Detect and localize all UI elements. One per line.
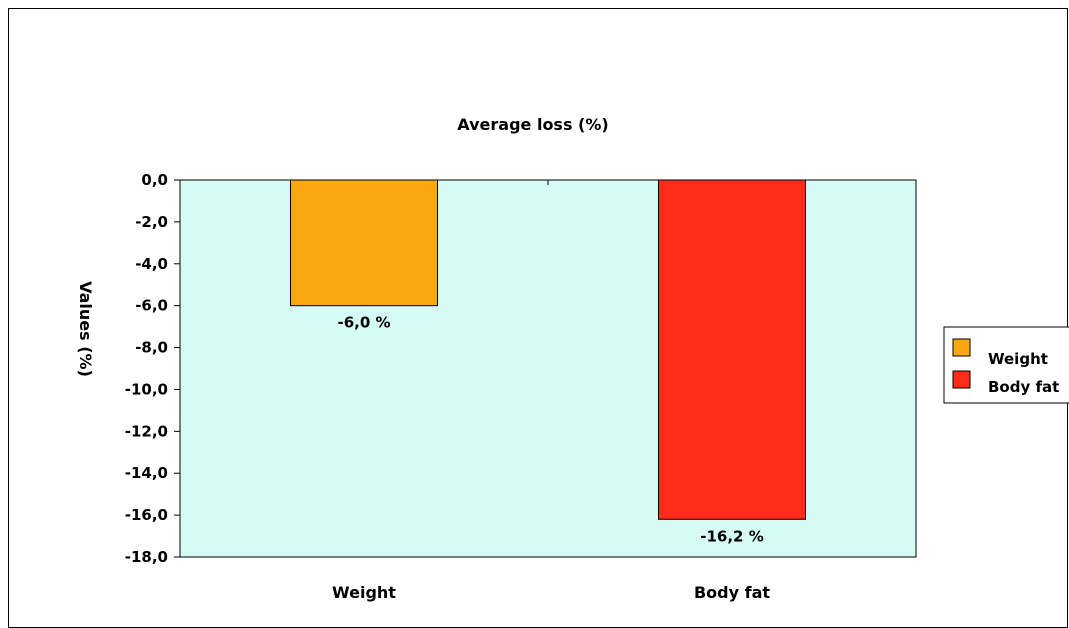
bar-weight	[290, 179, 438, 307]
y-axis-label: Values (%)	[76, 281, 95, 377]
legend-label: Weight	[988, 350, 1048, 368]
y-tick-label: -12,0	[125, 422, 168, 440]
y-tick-label: -16,0	[125, 506, 168, 524]
y-tick-label: -2,0	[135, 213, 168, 231]
legend-label: Body fat	[988, 378, 1059, 396]
legend-swatch	[952, 370, 971, 389]
y-tick-label: -18,0	[125, 548, 168, 566]
bar-body-fat	[658, 179, 806, 520]
y-tick-label: -8,0	[135, 339, 168, 357]
y-tick-label: -6,0	[135, 297, 168, 315]
y-tick-label: 0,0	[141, 171, 168, 189]
data-label: -6,0 %	[337, 314, 390, 332]
x-category-label: Body fat	[694, 583, 770, 602]
data-label: -16,2 %	[700, 527, 764, 545]
legend-swatch	[952, 338, 971, 357]
y-tick-label: -10,0	[125, 380, 168, 398]
y-tick-label: -14,0	[125, 464, 168, 482]
bar-chart: Average loss (%) Values (%) 0,0 -2,0 -4,0 -…	[76, 115, 1069, 602]
x-category-label: Weight	[332, 583, 396, 602]
chart-title: Average loss (%)	[457, 115, 608, 134]
legend: Weight Body fat	[943, 326, 1069, 404]
y-tick-label: -4,0	[135, 255, 168, 273]
plot-area: 0,0 -2,0 -4,0 -6,0 -8,0 -10,0 -12,0 -14,0 -16,0 -…	[125, 171, 917, 602]
